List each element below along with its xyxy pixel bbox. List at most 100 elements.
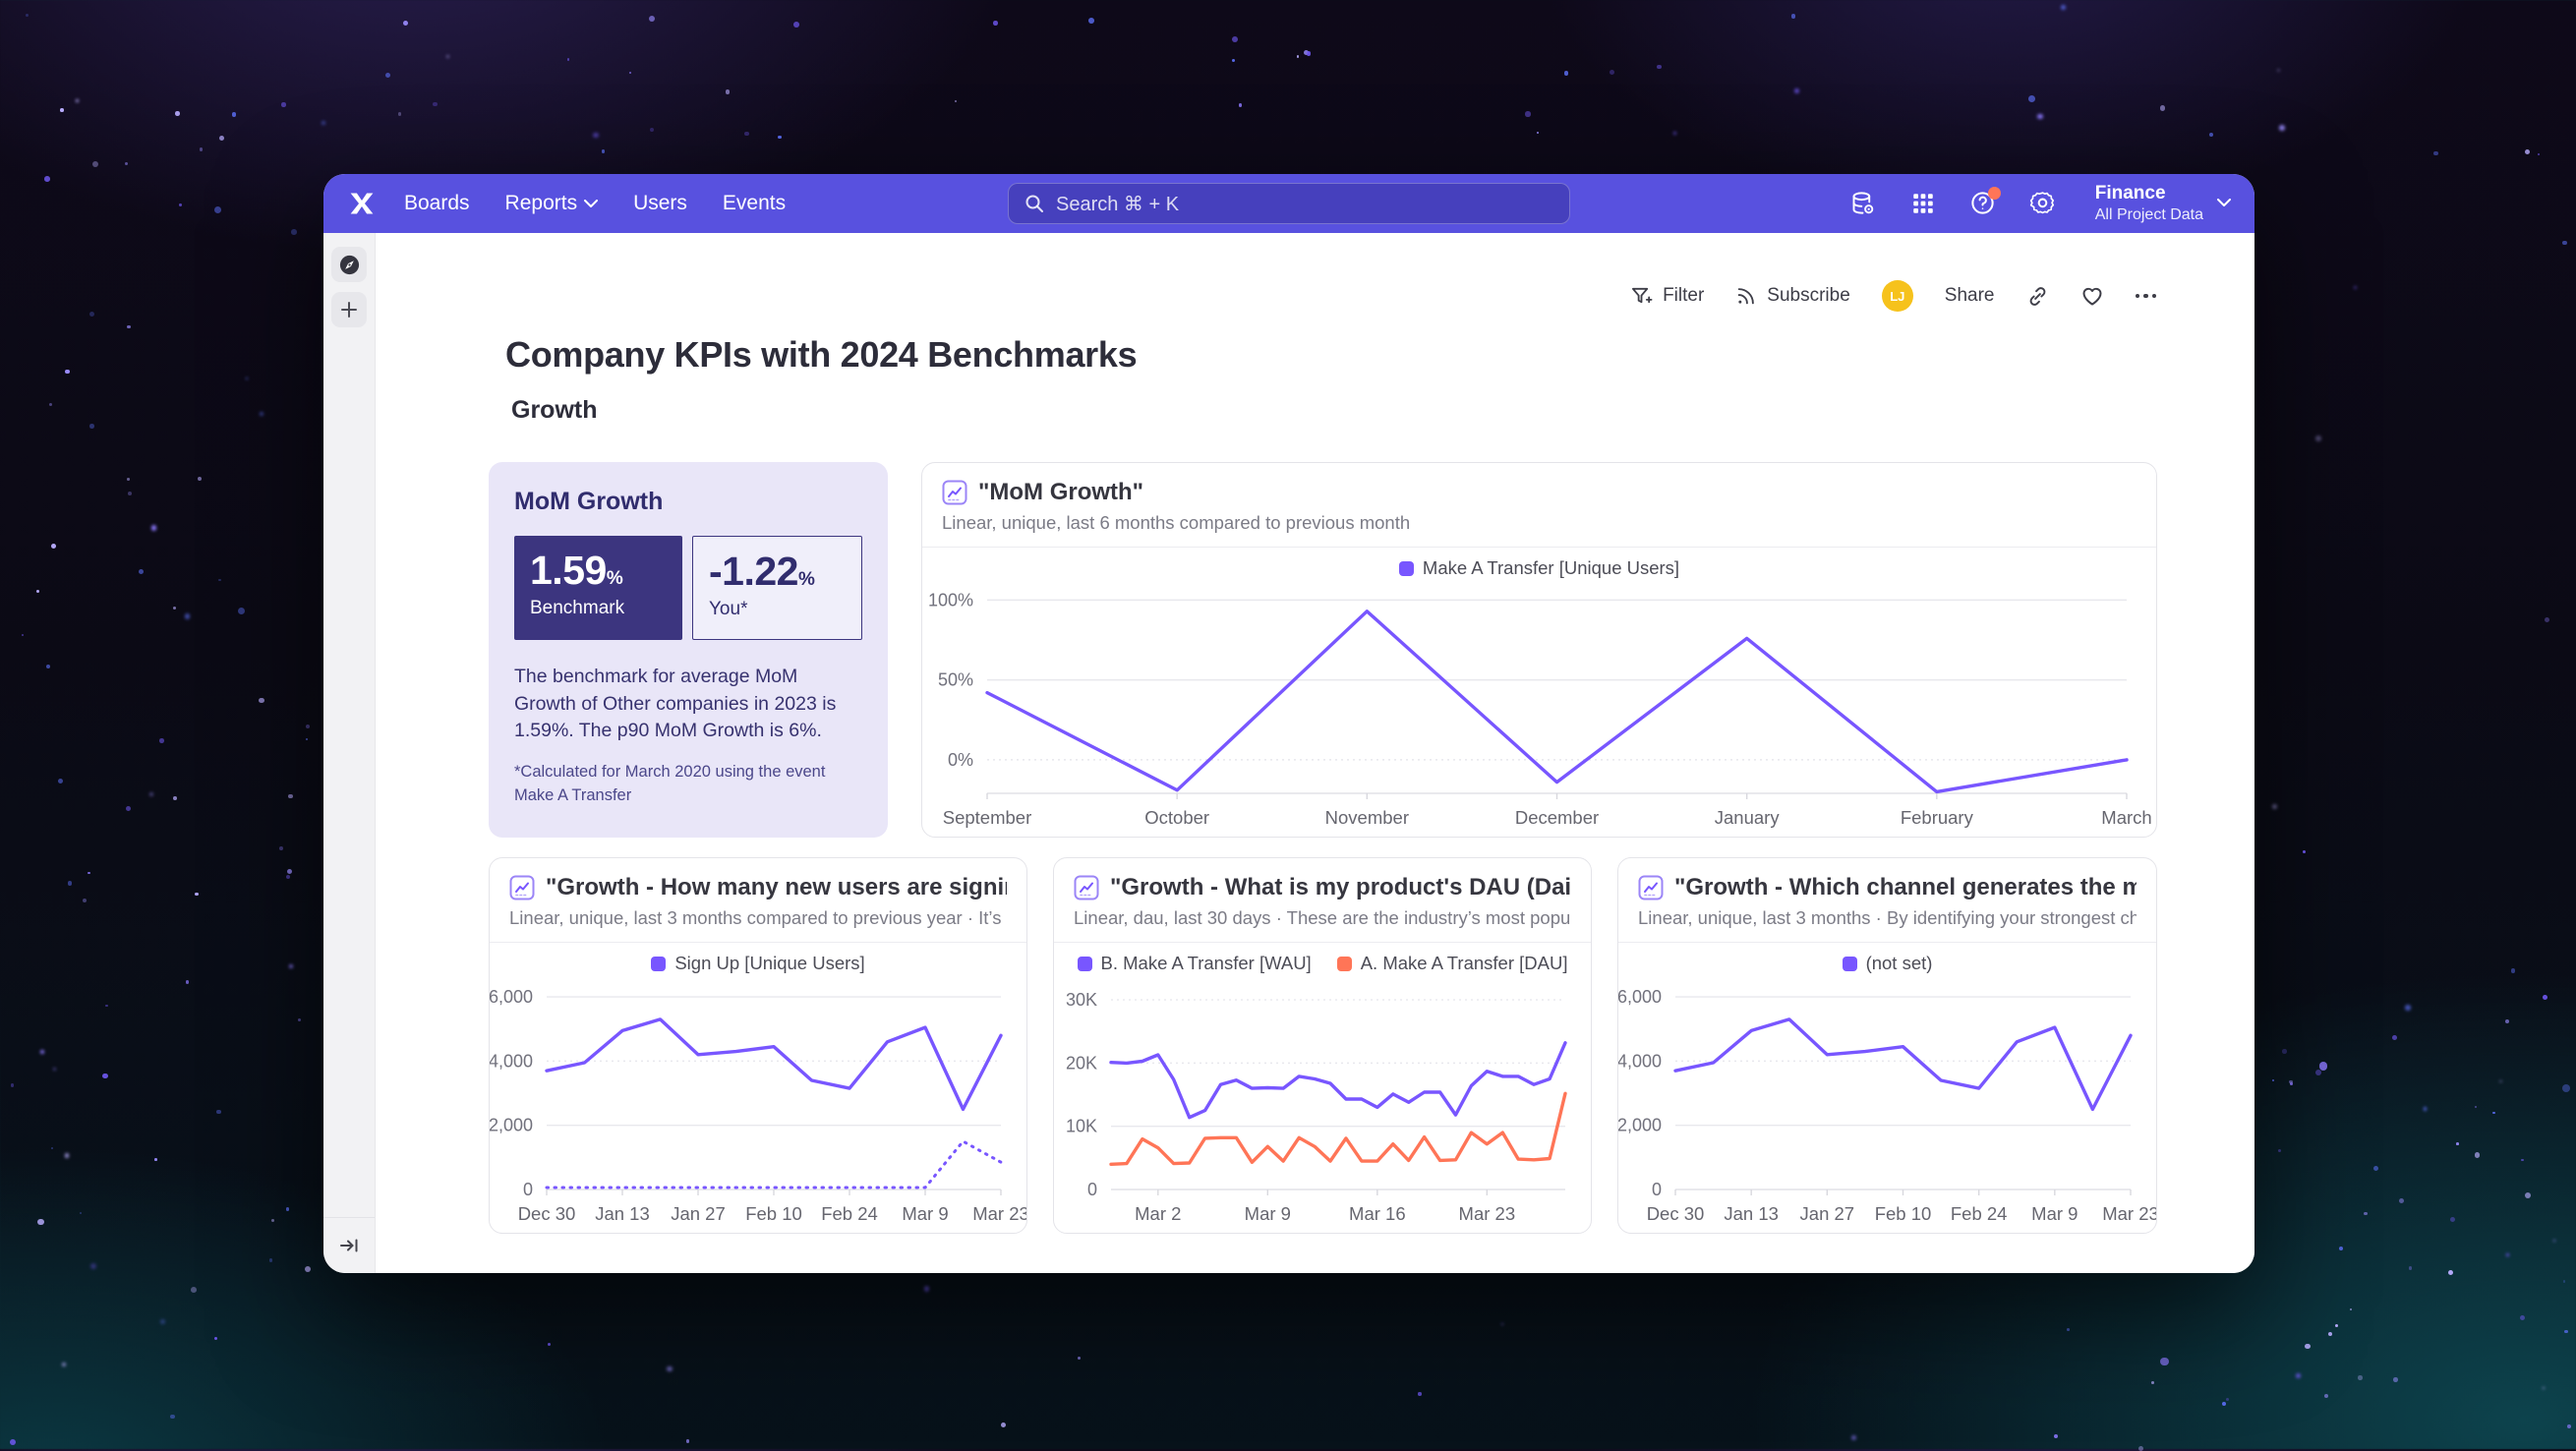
star-dot bbox=[593, 132, 599, 138]
star-dot bbox=[216, 1109, 221, 1115]
svg-text:2,000: 2,000 bbox=[1618, 1116, 1662, 1135]
star-dot bbox=[1306, 51, 1312, 57]
svg-text:Dec 30: Dec 30 bbox=[518, 1203, 576, 1224]
mixpanel-logo-icon[interactable] bbox=[347, 189, 377, 218]
benchmark-footnote: *Calculated for March 2020 using the eve… bbox=[514, 763, 826, 804]
star-dot bbox=[547, 1342, 551, 1346]
star-dot bbox=[190, 1287, 197, 1293]
project-switcher[interactable]: Finance All Project Data bbox=[2095, 183, 2231, 224]
star-dot bbox=[245, 377, 249, 379]
line-chart-plot[interactable]: 0 2,000 4,000 6,000 Dec 30 Jan 13 Jan 27 Feb 10… bbox=[489, 976, 1029, 1233]
share-button[interactable]: Share bbox=[1945, 285, 1995, 307]
star-dot bbox=[1501, 1322, 1504, 1325]
line-chart-plot[interactable]: 0% 50% 100% September October November Decembe… bbox=[922, 581, 2156, 837]
nav-item-boards[interactable]: Boards bbox=[404, 192, 470, 215]
svg-text:Feb 10: Feb 10 bbox=[1875, 1203, 1932, 1224]
star-dot bbox=[288, 793, 293, 798]
heart-icon bbox=[2082, 287, 2101, 306]
star-dot bbox=[127, 325, 131, 329]
more-options-button[interactable] bbox=[2135, 293, 2156, 299]
svg-text:Jan 13: Jan 13 bbox=[595, 1203, 650, 1224]
star-dot bbox=[268, 1258, 273, 1262]
copy-link-button[interactable] bbox=[2026, 285, 2049, 308]
svg-text:4,000: 4,000 bbox=[490, 1051, 533, 1071]
legend-item[interactable]: Sign Up [Unique Users] bbox=[651, 953, 865, 974]
search-input[interactable]: Search ⌘ + K bbox=[1008, 183, 1570, 224]
star-dot bbox=[2028, 95, 2036, 103]
star-dot bbox=[57, 778, 64, 784]
star-dot bbox=[2475, 1105, 2478, 1109]
star-dot bbox=[214, 1336, 218, 1340]
star-dot bbox=[2037, 113, 2043, 120]
share-label: Share bbox=[1944, 285, 1995, 306]
star-dot bbox=[305, 737, 309, 741]
legend-swatch bbox=[1398, 560, 1414, 576]
svg-text:6,000: 6,000 bbox=[490, 987, 533, 1007]
svg-text:Feb 24: Feb 24 bbox=[1951, 1203, 2008, 1224]
star-dot bbox=[1296, 55, 1300, 58]
filter-button[interactable]: Filter bbox=[1630, 285, 1704, 308]
chart-legend: B. Make A Transfer [WAU] A. Make A Trans… bbox=[1054, 943, 1591, 976]
star-dot bbox=[1088, 18, 1094, 25]
star-dot bbox=[1793, 87, 1799, 94]
user-avatar[interactable]: LJ bbox=[1881, 280, 1913, 312]
section-title: Growth bbox=[511, 396, 598, 424]
star-dot bbox=[279, 846, 283, 850]
star-dot bbox=[2564, 1330, 2568, 1334]
star-dot bbox=[36, 590, 40, 594]
favorite-button[interactable] bbox=[2080, 284, 2104, 308]
star-dot bbox=[50, 543, 56, 549]
apps-grid-icon[interactable] bbox=[1909, 190, 1937, 217]
star-dot bbox=[445, 54, 450, 59]
star-dot bbox=[2290, 1081, 2293, 1085]
star-dot bbox=[52, 1067, 56, 1071]
svg-text:November: November bbox=[1325, 807, 1409, 828]
star-dot bbox=[62, 1363, 66, 1367]
star-dot bbox=[82, 899, 87, 903]
filter-label: Filter bbox=[1663, 285, 1705, 306]
compass-icon bbox=[339, 255, 359, 274]
report-title[interactable]: "Growth - Which channel generates the mo… bbox=[1674, 874, 2137, 900]
star-dot bbox=[290, 229, 297, 235]
svg-text:0: 0 bbox=[1087, 1180, 1097, 1199]
star-dot bbox=[2160, 1357, 2169, 1366]
subscribe-button[interactable]: Subscribe bbox=[1735, 285, 1850, 307]
svg-text:0%: 0% bbox=[948, 750, 973, 770]
report-title[interactable]: "Growth - What is my product's DAU (Dail… bbox=[1110, 874, 1571, 900]
legend-item[interactable]: A. Make A Transfer [DAU] bbox=[1336, 953, 1567, 974]
legend-item[interactable]: Make A Transfer [Unique Users] bbox=[1398, 557, 1679, 579]
line-chart-plot[interactable]: 0 10K 20K 30K Mar 2 Mar 9 Mar 16 Mar 23 bbox=[1054, 976, 1591, 1233]
svg-text:Mar 9: Mar 9 bbox=[1245, 1203, 1291, 1224]
help-icon[interactable] bbox=[1969, 186, 2001, 217]
add-board-button[interactable] bbox=[331, 292, 367, 327]
star-dot bbox=[60, 108, 64, 112]
nav-item-events[interactable]: Events bbox=[723, 192, 786, 215]
star-dot bbox=[2545, 616, 2550, 622]
nav-item-reports[interactable]: Reports bbox=[505, 192, 599, 215]
data-management-icon[interactable] bbox=[1849, 190, 1877, 217]
report-card-signups: "Growth - How many new users are signing… bbox=[489, 857, 1029, 1234]
benchmark-value: 1.59 bbox=[530, 548, 607, 593]
report-title[interactable]: "MoM Growth" bbox=[978, 479, 1144, 505]
star-dot bbox=[1232, 58, 1236, 63]
you-value: -1.22 bbox=[709, 549, 798, 594]
star-dot bbox=[127, 478, 131, 482]
svg-text:March: March bbox=[2101, 807, 2151, 828]
star-dot bbox=[2456, 1141, 2459, 1145]
star-dot bbox=[2305, 1343, 2311, 1350]
line-chart-plot[interactable]: 0 2,000 4,000 6,000 Dec 30 Jan 13 Jan 27 Feb 10… bbox=[1617, 976, 2159, 1233]
chevron-down-icon bbox=[584, 199, 599, 207]
star-dot bbox=[75, 99, 79, 103]
settings-gear-icon[interactable] bbox=[2029, 190, 2057, 217]
legend-item[interactable]: B. Make A Transfer [WAU] bbox=[1077, 953, 1312, 974]
expand-sidebar-button[interactable] bbox=[331, 1228, 367, 1263]
legend-item[interactable]: (not set) bbox=[1842, 953, 1932, 974]
svg-text:Mar 23: Mar 23 bbox=[2102, 1203, 2156, 1224]
star-dot bbox=[185, 980, 189, 984]
nav-item-users[interactable]: Users bbox=[633, 192, 687, 215]
report-title[interactable]: "Growth - How many new users are signing… bbox=[546, 874, 1007, 900]
discover-compass-button[interactable] bbox=[331, 247, 367, 282]
star-dot bbox=[2432, 150, 2438, 156]
star-dot bbox=[10, 1083, 14, 1087]
